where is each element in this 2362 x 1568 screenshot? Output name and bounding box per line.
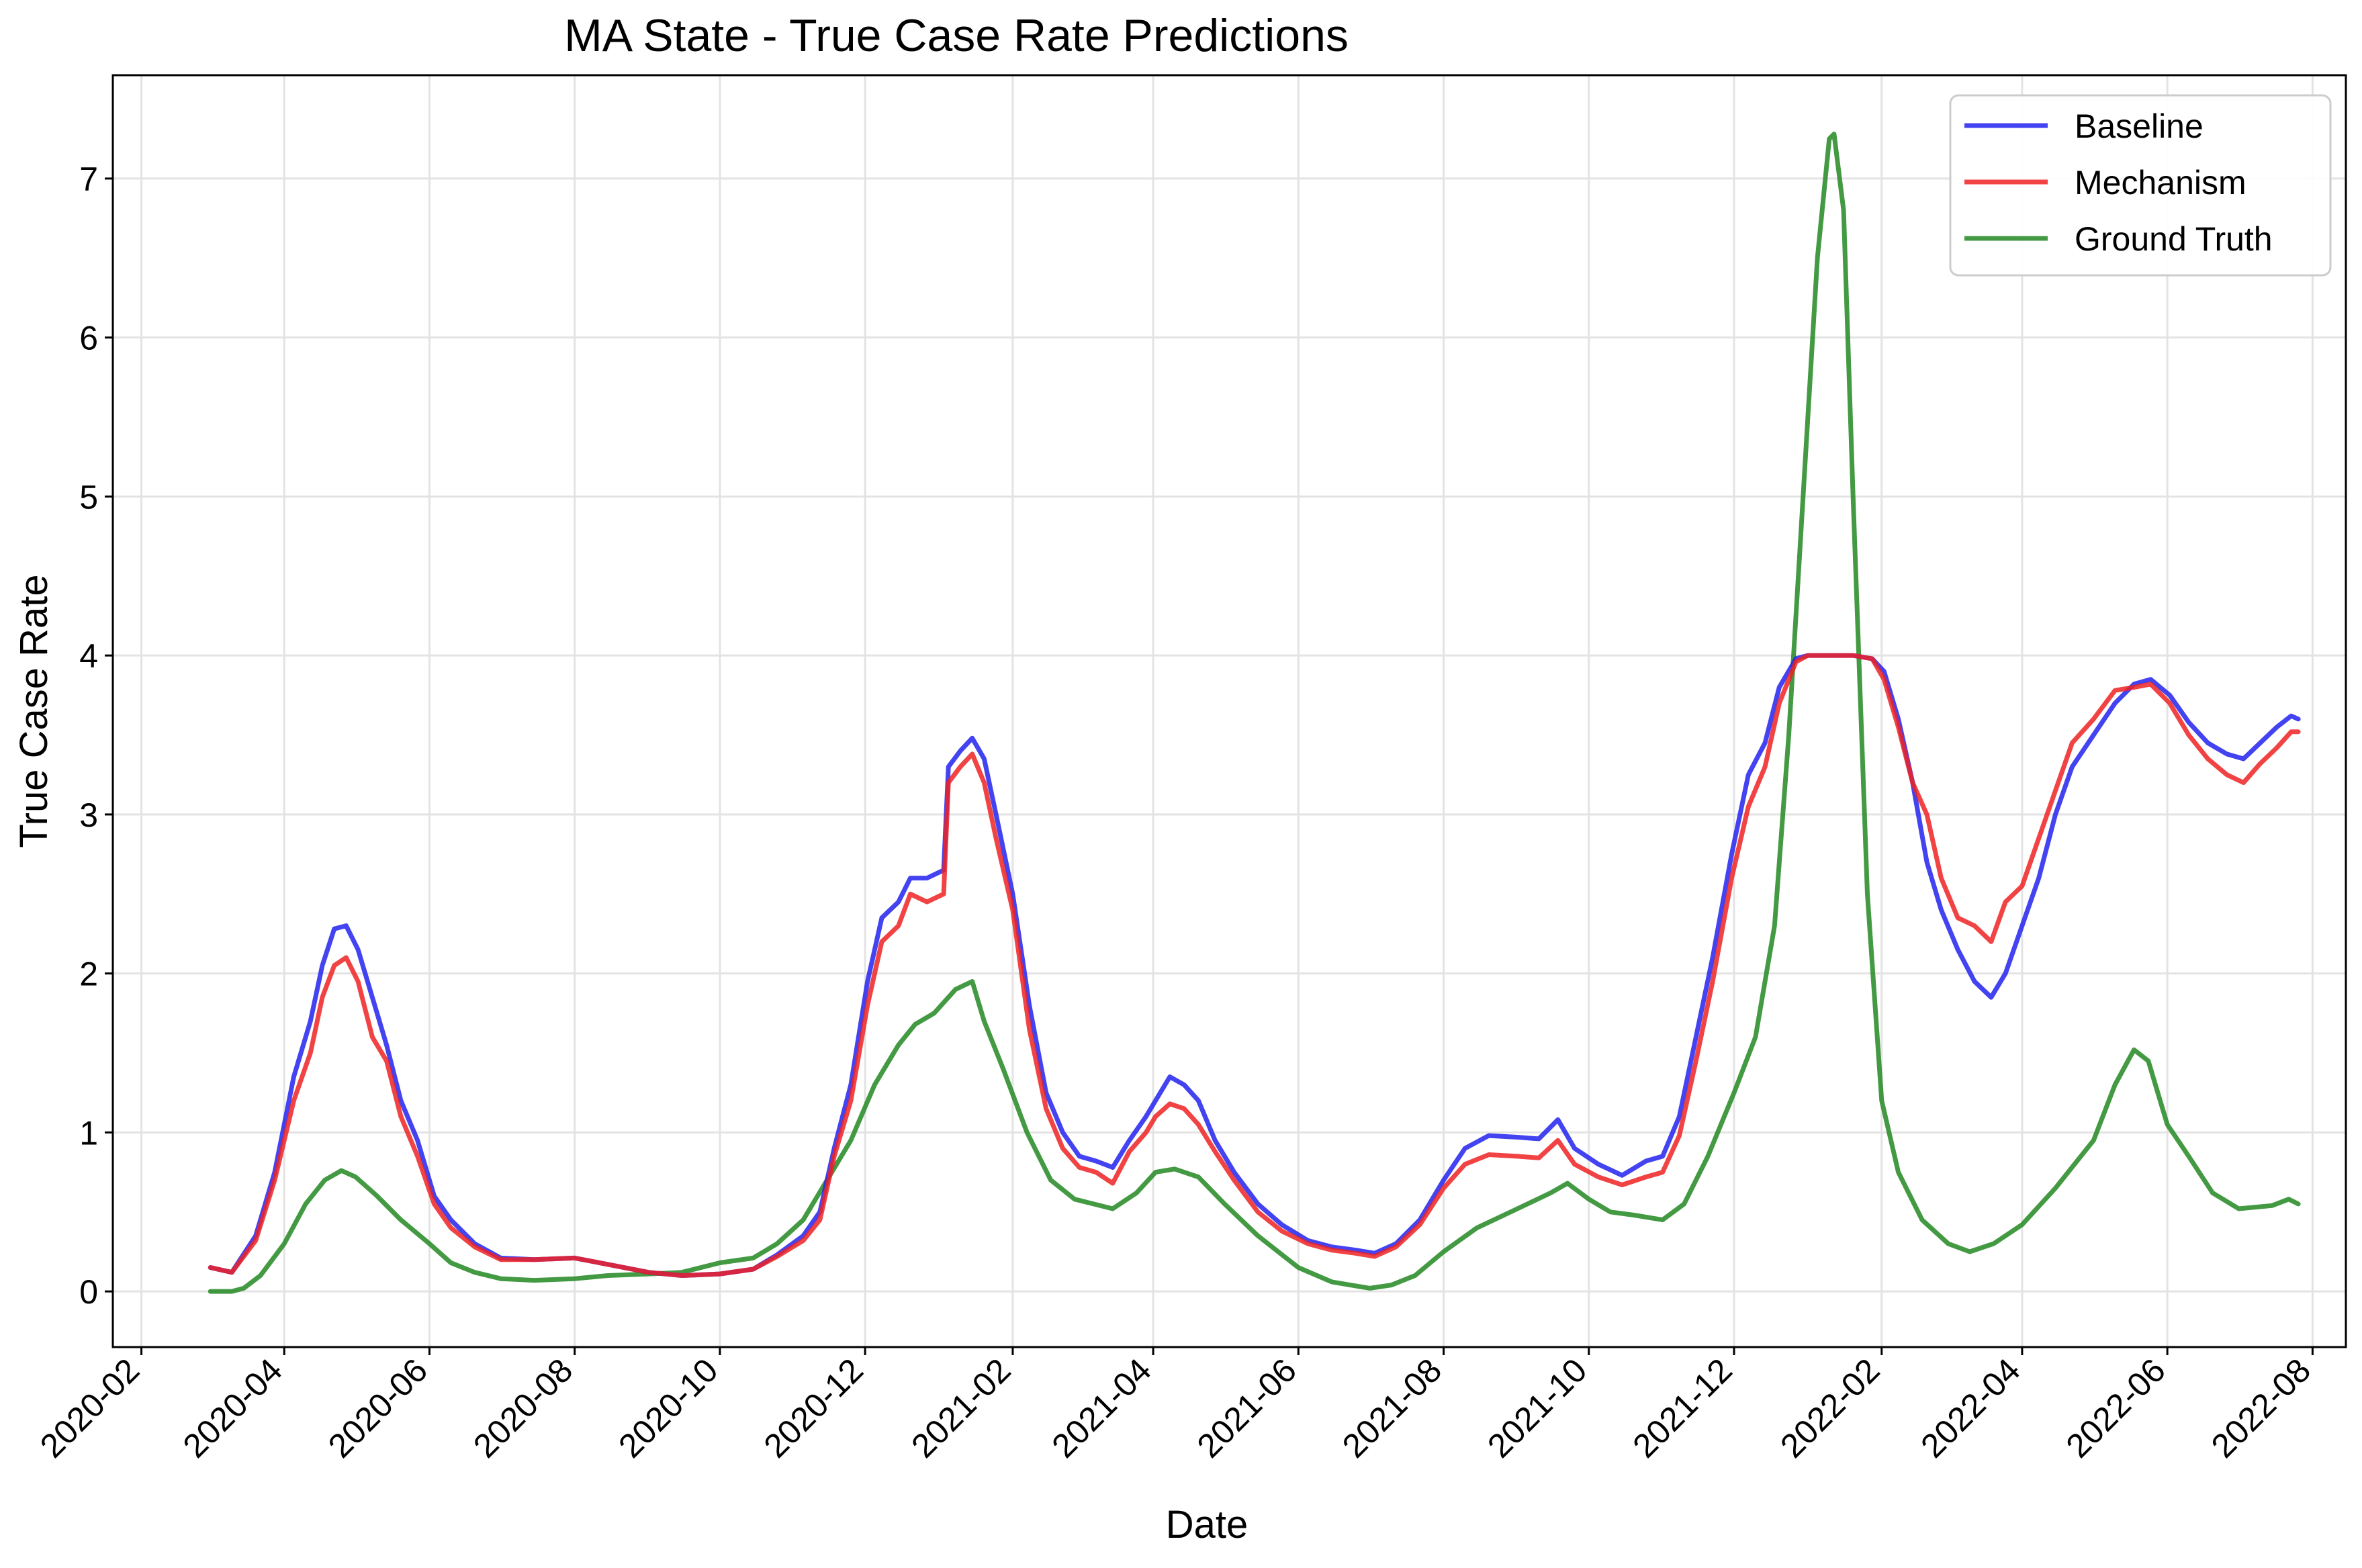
y-axis-label: True Case Rate	[12, 574, 56, 847]
y-tick-label: 3	[79, 796, 98, 834]
x-tick-label: 2020-12	[757, 1351, 870, 1465]
y-axis-ticks: 0 1 2 3 4 5 6 7	[79, 160, 113, 1311]
legend-label-ground-truth: Ground Truth	[2075, 220, 2273, 258]
y-tick-label: 5	[79, 478, 98, 516]
plot-frame	[111, 74, 2347, 1348]
x-tick-label: 2021-06	[1190, 1351, 1304, 1465]
x-tick-label: 2021-08	[1335, 1351, 1449, 1465]
y-tick-label: 1	[79, 1114, 98, 1152]
y-tick-label: 0	[79, 1273, 98, 1311]
series-line-baseline	[208, 653, 2301, 1278]
x-tick-label: 2020-06	[321, 1351, 435, 1465]
x-tick-label: 2022-04	[1913, 1351, 2027, 1465]
x-tick-label: 2020-02	[33, 1351, 146, 1465]
x-tick-label: 2021-10	[1480, 1351, 1594, 1465]
grid-layer	[113, 75, 2346, 1347]
x-tick-label: 2022-06	[2059, 1351, 2173, 1465]
y-tick-label: 2	[79, 956, 98, 993]
x-tick-label: 2020-04	[176, 1351, 289, 1465]
legend: Baseline Mechanism Ground Truth	[1949, 94, 2332, 277]
y-tick-label: 7	[79, 160, 98, 198]
x-tick-label: 2022-02	[1773, 1351, 1887, 1465]
x-tick-label: 2021-02	[904, 1351, 1017, 1465]
x-axis-ticks: 2020-02 2020-04 2020-06 2020-08 2020-10 2020-…	[33, 1347, 2318, 1465]
series-line-mechanism	[208, 653, 2301, 1278]
x-tick-label: 2021-12	[1625, 1351, 1739, 1465]
series-layer	[208, 132, 2301, 1294]
x-tick-label: 2020-08	[466, 1351, 580, 1465]
series-line-ground-truth	[208, 132, 2301, 1294]
x-tick-label: 2022-08	[2204, 1351, 2318, 1465]
legend-label-mechanism: Mechanism	[2075, 164, 2246, 201]
legend-box	[1949, 94, 2332, 277]
legend-label-baseline: Baseline	[2075, 107, 2204, 145]
y-tick-label: 4	[79, 637, 98, 675]
x-tick-label: 2021-04	[1044, 1351, 1158, 1465]
y-tick-label: 6	[79, 320, 98, 357]
x-tick-label: 2020-10	[611, 1351, 725, 1465]
x-axis-label: Date	[1166, 1503, 1248, 1547]
chart-title: MA State - True Case Rate Predictions	[564, 10, 1349, 61]
